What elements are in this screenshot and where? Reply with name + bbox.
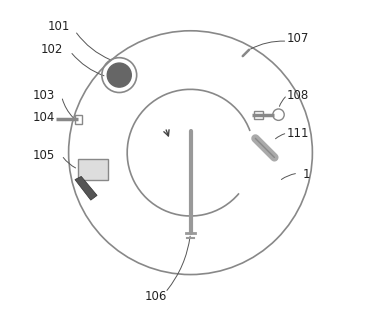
Polygon shape	[75, 176, 97, 200]
Text: 107: 107	[287, 32, 309, 45]
Text: 104: 104	[33, 111, 55, 124]
Text: 102: 102	[41, 43, 63, 56]
Circle shape	[107, 63, 131, 87]
Bar	[75, 115, 82, 123]
Text: 106: 106	[144, 290, 167, 303]
Bar	[78, 159, 108, 180]
Text: 101: 101	[48, 19, 70, 32]
Text: 108: 108	[287, 89, 309, 102]
Text: 103: 103	[33, 89, 55, 102]
Text: 105: 105	[33, 149, 55, 162]
Bar	[254, 111, 263, 119]
Text: 1: 1	[302, 168, 310, 181]
Text: 111: 111	[287, 127, 309, 140]
